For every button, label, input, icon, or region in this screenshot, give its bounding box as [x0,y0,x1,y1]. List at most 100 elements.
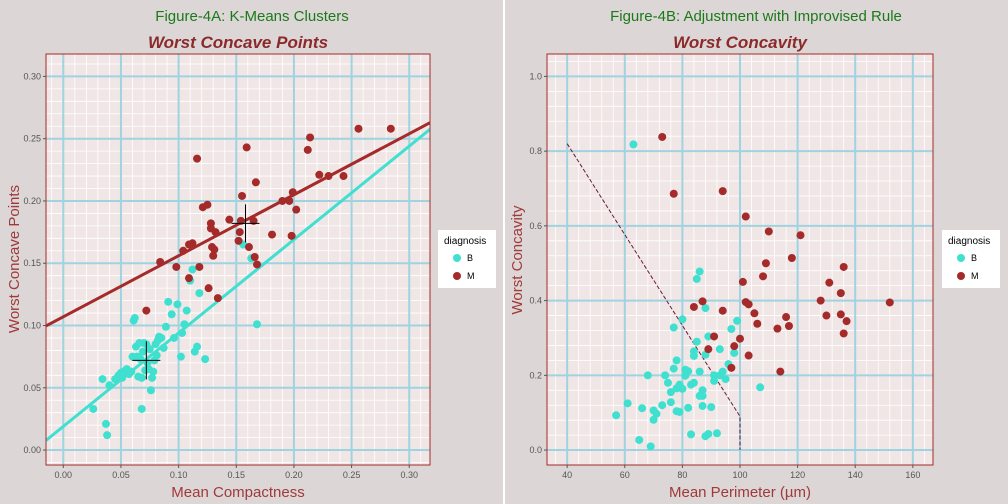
point-m [836,310,845,319]
point-m [782,313,791,322]
x-tick-label: 100 [732,470,747,480]
x-tick-label: 120 [790,470,805,480]
point-m [787,254,796,263]
point-m [292,205,301,214]
x-tick-label: 60 [620,470,630,480]
point-b [721,375,730,384]
point-b [652,409,661,418]
point-m [244,243,253,252]
point-b [130,314,139,323]
panel-b-x-axis-label: Mean Perimeter (µm) [669,484,811,501]
point-m [288,188,297,197]
point-b [689,378,698,387]
point-m [210,245,219,254]
point-b [666,398,675,407]
point-m [306,133,315,142]
point-b [137,404,146,413]
panel-a-legend-label-m: M [467,271,475,281]
point-m [718,306,727,315]
point-b [678,315,687,324]
point-b [698,386,707,395]
panel-b-rule-line [566,143,741,451]
point-m [839,329,848,338]
point-b [658,401,667,410]
point-b [161,322,170,331]
y-tick-label: 0.10 [23,321,41,331]
point-m [339,172,348,181]
x-tick-label: 40 [562,470,572,480]
point-m [669,189,678,198]
point-m [784,322,793,331]
point-b [689,347,698,356]
panel-a-ticks: 0.00 0.05 0.10 0.15 0.20 0.25 0.30 0.00 0.05 0.10… [23,71,418,480]
point-m [172,262,181,271]
point-m [238,191,247,200]
point-b [157,333,166,342]
point-m [744,351,753,360]
point-m [836,289,845,298]
point-m [753,319,762,328]
point-b [146,386,155,395]
y-tick-label: 0.2 [529,370,542,380]
x-tick-label: 0.30 [400,470,418,480]
panel-b-plot-title: Worst Concavity [673,33,808,52]
x-tick-label: 140 [848,470,863,480]
y-tick-label: 0.4 [529,296,542,306]
panel-b-legend-box [942,230,1000,288]
panel-b-legend-title: diagnosis [948,236,990,247]
point-b [188,265,197,274]
panel-a-legend-box [438,230,496,288]
panel-a-plot-title: Worst Concave Points [148,33,328,52]
panel-b-legend: diagnosis B M [942,230,1000,288]
x-tick-label: 0.10 [170,470,188,480]
point-b [684,367,693,376]
point-m [193,154,202,163]
x-tick-label: 0.00 [55,470,73,480]
point-m [179,246,188,255]
point-b [692,274,701,283]
centroid-marker-m [231,204,260,243]
point-b [704,429,713,438]
point-b [170,333,178,342]
point-m [764,227,773,236]
point-m [698,297,707,306]
point-m [885,298,894,307]
x-tick-label: 0.20 [285,470,303,480]
point-b [638,404,647,413]
point-m [287,231,296,240]
point-m [730,342,739,351]
point-b [89,404,98,413]
point-b [707,403,716,412]
point-b [201,355,210,364]
point-b [173,300,182,309]
point-b [176,352,185,361]
panel-b-legend-swatch-b [957,254,965,262]
panel-b-legend-label-m: M [971,271,979,281]
point-b [629,140,638,149]
y-tick-label: 0.25 [23,134,41,144]
point-m [203,200,212,209]
point-m [750,309,759,318]
centroid-marker-b [132,341,161,380]
point-b [253,320,262,329]
panel-b-grid [547,54,933,466]
panel-a-legend: diagnosis B M [438,230,496,288]
point-m [816,296,825,305]
point-b [730,348,739,357]
panel-a-figure-title: Figure-4A: K-Means Clusters [155,8,348,25]
point-m [242,143,251,152]
point-b [666,388,675,397]
point-b [718,367,727,376]
point-b [101,419,110,428]
point-b [178,328,187,337]
panel-a-plot-area [45,53,431,466]
point-m [744,300,753,309]
y-tick-label: 0.20 [23,196,41,206]
point-m [773,324,782,333]
point-m [825,278,834,287]
point-m [184,240,193,249]
point-m [718,187,727,196]
panel-a-legend-swatch-m [453,272,461,280]
point-m [776,367,785,376]
point-b [733,316,742,325]
